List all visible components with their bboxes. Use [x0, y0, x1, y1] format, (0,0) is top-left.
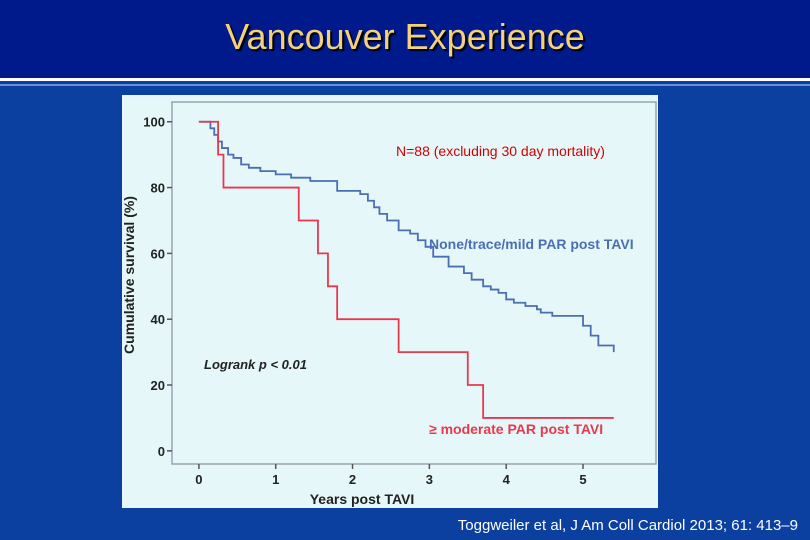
citation: Toggweiler et al, J Am Coll Cardiol 2013… [457, 517, 798, 534]
y-tick-label: 20 [151, 378, 165, 393]
logrank-annotation: Logrank p < 0.01 [204, 357, 307, 372]
y-tick-label: 0 [158, 444, 165, 459]
sample-size-annotation: N=88 (excluding 30 day mortality) [396, 143, 605, 159]
y-axis-label: Cumulative survival (%) [122, 196, 137, 354]
x-tick-label: 0 [195, 472, 202, 487]
x-tick-label: 4 [503, 472, 511, 487]
title-band [0, 0, 810, 78]
x-tick-label: 3 [426, 472, 433, 487]
x-tick-label: 1 [272, 472, 279, 487]
plot-frame [171, 101, 657, 465]
y-tick-label: 40 [151, 312, 165, 327]
series-label-none-mild-par: None/trace/mild PAR post TAVI [429, 236, 634, 252]
x-axis-label: Years post TAVI [310, 491, 415, 507]
x-tick-label: 2 [349, 472, 356, 487]
series-line-none-mild-par [198, 120, 615, 353]
survival-chart: 0 20 40 60 80 100 0 1 2 3 4 5 Years post TAVI Cumulat… [122, 101, 657, 507]
series-line-moderate-par [198, 120, 614, 419]
slide-title: Vancouver Experience [225, 16, 585, 57]
y-tick-label: 60 [151, 246, 165, 261]
y-tick-label: 100 [143, 115, 165, 130]
x-tick-label: 5 [579, 472, 586, 487]
series-label-moderate-par: ≥ moderate PAR post TAVI [429, 421, 603, 437]
title-divider [0, 78, 810, 81]
y-tick-label: 80 [151, 181, 165, 196]
survival-chart-panel: 0 20 40 60 80 100 0 1 2 3 4 5 Years post TAVI Cumulat… [122, 95, 658, 508]
title-divider-secondary [0, 84, 810, 86]
